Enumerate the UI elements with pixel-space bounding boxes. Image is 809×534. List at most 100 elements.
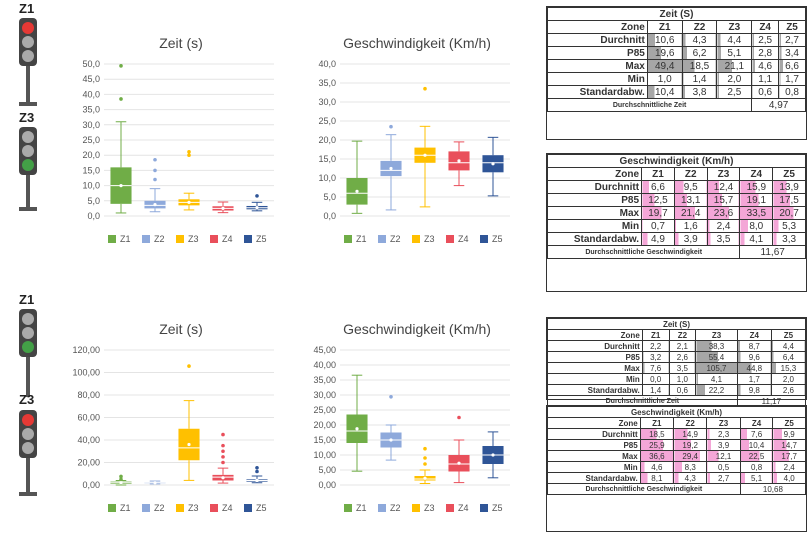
legend-swatch [412, 235, 420, 243]
outlier-point [153, 157, 157, 162]
column-header: Z3 [716, 20, 753, 34]
lamp-middle [22, 428, 34, 440]
column-header: Zone [546, 167, 643, 181]
table-cell: 3,5 [668, 362, 697, 374]
y-tick-label: 45,0 [82, 74, 100, 84]
table-cell: 1,7 [736, 373, 772, 385]
table-cell: 25,9 [639, 439, 675, 451]
table-cell: 4,1 [695, 373, 738, 385]
y-tick-label: 5,0 [87, 196, 100, 206]
legend-swatch [378, 235, 386, 243]
column-header: Z5 [772, 167, 806, 181]
row-label: Max [546, 206, 643, 220]
outlier-point [255, 469, 259, 474]
row-label: P85 [547, 46, 648, 60]
outlier-point [119, 477, 123, 482]
outlier-point [389, 124, 393, 129]
table-cell: 2,7 [706, 472, 741, 484]
table-cell: 10,6 [646, 33, 683, 47]
table-cell: 9,8 [736, 384, 772, 396]
table-cell: 12,4 [706, 180, 741, 194]
column-header: Z2 [673, 167, 708, 181]
row-label: Min [547, 72, 648, 86]
table-cell: 3,5 [706, 232, 741, 246]
y-tick-label: 30,00 [313, 390, 336, 400]
pole-base [19, 492, 37, 496]
zone-label-z1: Z1 [19, 292, 35, 307]
legend-swatch [344, 235, 352, 243]
legend-label: Z3 [188, 503, 199, 513]
table-cell: 22,2 [695, 384, 738, 396]
outlier-point [221, 432, 225, 437]
table-row: Standardabw. 8,1 4,3 2,7 5,1 4,0 [547, 472, 806, 484]
table-title: Geschwindigkeit (Km/h) [547, 154, 806, 168]
column-header: Z2 [673, 417, 708, 429]
y-tick-label: 20,0 [82, 150, 100, 160]
table-cell: 21,1 [716, 59, 753, 73]
row-label: P85 [547, 351, 643, 363]
legend-swatch [344, 504, 352, 512]
table-cell: 5,1 [739, 472, 774, 484]
table-cell: 9,5 [673, 180, 708, 194]
outlier-point [255, 465, 259, 470]
table-cell: 12,1 [706, 450, 741, 462]
outlier-point [119, 97, 123, 101]
mean-marker [187, 442, 191, 447]
table-cell: 49,4 [646, 59, 683, 73]
lamp-red-on [22, 414, 34, 426]
table-cell: 21,4 [673, 206, 708, 220]
mean-marker [153, 203, 157, 207]
legend-swatch [176, 235, 184, 243]
table-cell: 2,6 [668, 351, 697, 363]
table-zeit-1: Zeit (S) Zone Z1 Z2 Z3 Z4 Z5 Durchnitt 10,6 4,3 4,… [546, 6, 807, 140]
row-label: Durchnitt [546, 180, 643, 194]
table-row: Max 36,6 29,4 12,1 22,5 17,7 [547, 450, 806, 462]
table-cell: 10,4 [646, 85, 683, 99]
mean-marker [457, 159, 461, 163]
footer-value: 11,67 [739, 245, 806, 259]
chart-title: Geschwindigkeit (Km/h) [343, 321, 491, 337]
table-cell: 22,5 [739, 450, 774, 462]
row-label: Min [547, 373, 643, 385]
row-label: Durchnitt [547, 33, 648, 47]
legend-label: Z2 [390, 234, 401, 244]
traffic-light-top [19, 309, 37, 357]
y-tick-label: 25,0 [82, 135, 100, 145]
chart-zeit-1: Zeit (s) 0,0 5,0 10,0 15,0 20,0 25,0 30,0 35,0 40… [82, 35, 274, 244]
legend-label: Z5 [256, 503, 267, 513]
mean-marker [457, 461, 461, 465]
table-cell: 4,1 [739, 232, 774, 246]
lamp-green-on [22, 159, 34, 171]
column-header: Z3 [706, 417, 741, 429]
table-cell: 6,4 [770, 351, 807, 363]
footer-label: Durchschnittliche Geschwindigkeit [547, 483, 741, 495]
table-row: P85 25,9 19,2 3,9 10,4 14,7 [547, 439, 806, 451]
legend-swatch [210, 235, 218, 243]
table-cell: 36,6 [639, 450, 675, 462]
table-cell: 3,9 [673, 232, 708, 246]
legend-swatch [378, 504, 386, 512]
y-tick-label: 15,0 [318, 154, 336, 164]
table-cell: 15,9 [739, 180, 774, 194]
table-cell: 4,4 [716, 33, 753, 47]
table-cell: 6,6 [778, 59, 806, 73]
legend-swatch [480, 235, 488, 243]
table-cell: 2,3 [706, 428, 741, 440]
table-cell: 2,0 [716, 72, 753, 86]
table-zeit-2: Zeit (S) Zone Z1 Z2 Z3 Z4 Z5 Durchnitt 2,2 2,1 38,… [546, 317, 807, 407]
outlier-point [153, 168, 157, 173]
y-tick-label: 30,0 [318, 97, 336, 107]
y-tick-label: 0,0 [87, 211, 100, 221]
table-row: P85 3,2 2,6 55,4 9,6 6,4 [547, 351, 807, 363]
y-tick-label: 0,00 [318, 480, 336, 490]
table-cell: 13,9 [772, 180, 806, 194]
table-cell: 33,5 [739, 206, 774, 220]
row-label: Standardabw. [547, 384, 643, 396]
legend-label: Z3 [424, 234, 435, 244]
y-tick-label: 10,0 [82, 181, 100, 191]
mean-marker [119, 184, 123, 188]
table-cell: 4,0 [772, 472, 806, 484]
table-cell: 17,7 [772, 450, 806, 462]
stats-table: Geschwindigkeit (Km/h) Zone Z1 Z2 Z3 Z4 Z5 Durc… [546, 154, 806, 259]
row-label: Standardabw. [546, 232, 643, 246]
